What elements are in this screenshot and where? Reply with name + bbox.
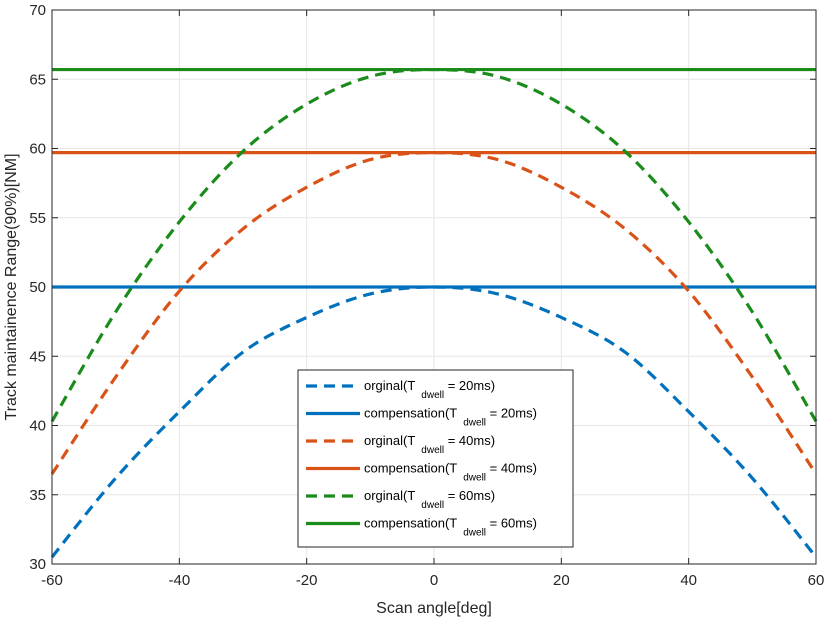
legend: orginal(Tdwell = 20ms) compensation(Tdwel… [297, 369, 574, 548]
legend-entry-label: orginal(Tdwell = 60ms) [364, 488, 495, 511]
y-tick-label: 65 [29, 71, 46, 88]
legend-box [297, 369, 574, 548]
x-tick-label: -60 [41, 572, 63, 589]
x-tick-label: 40 [680, 572, 697, 589]
x-tick-label: 20 [553, 572, 570, 589]
plot-area [50, 9, 818, 565]
y-axis-label: Track maintainence Range(90%)[NM] [3, 153, 20, 420]
x-tick-label: -40 [168, 572, 190, 589]
series-group [50, 67, 818, 559]
x-tick-label: -20 [296, 572, 318, 589]
legend-entry-label: compensation(Tdwell = 20ms) [364, 406, 537, 429]
legend-entry-label: orginal(Tdwell = 20ms) [364, 378, 495, 401]
y-tick-label: 55 [29, 210, 46, 227]
y-tick-label: 60 [29, 141, 46, 158]
x-tick-label: 60 [808, 572, 825, 589]
y-tick-labels: 30 35 40 45 50 55 60 65 70 [29, 2, 46, 573]
legend-entry-label: orginal(Tdwell = 40ms) [364, 433, 495, 456]
series-line-original-0 [50, 285, 818, 559]
y-tick-label: 35 [29, 487, 46, 504]
x-tick-label: 0 [430, 572, 438, 589]
x-axis-label: Scan angle[deg] [376, 600, 492, 617]
legend-entry-label: compensation(Tdwell = 40ms) [364, 461, 537, 484]
y-tick-label: 50 [29, 279, 46, 296]
y-tick-label: 45 [29, 348, 46, 365]
y-tick-label: 30 [29, 556, 46, 573]
legend-entry-label: compensation(Tdwell = 60ms) [364, 516, 537, 539]
y-tick-label: 70 [29, 2, 46, 19]
y-tick-label: 40 [29, 418, 46, 435]
x-tick-labels: -60 -40 -20 0 20 40 60 [41, 572, 824, 589]
axes-frame [51, 9, 817, 565]
